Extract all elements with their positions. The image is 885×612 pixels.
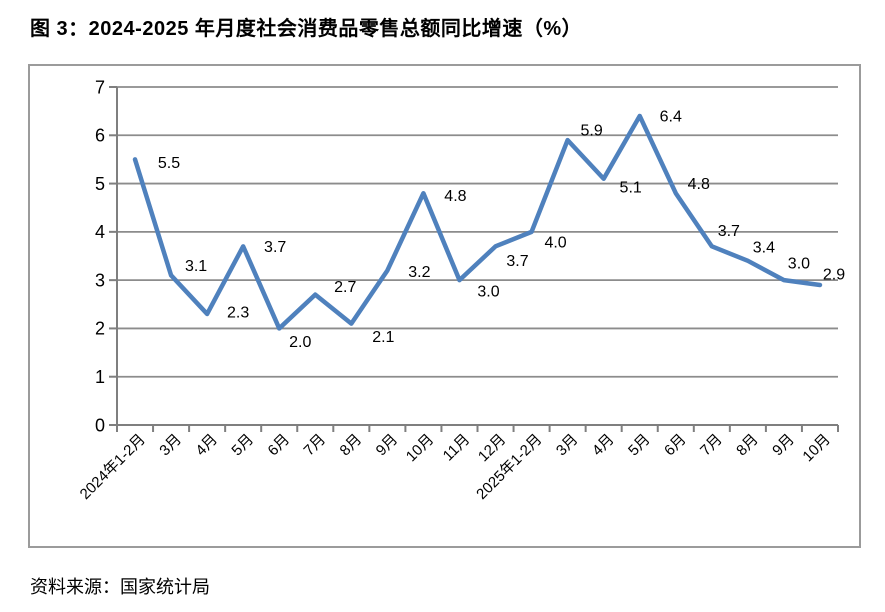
- data-label: 6.4: [660, 109, 682, 126]
- y-tick-label: 4: [95, 222, 105, 242]
- line-chart: 0 1 2 3 4 5 6 7 2024年1-2月 3月 4月 5月 6月 7月 8月 9月 10月 11月 12月…: [77, 77, 846, 503]
- chart-frame: 0 1 2 3 4 5 6 7 2024年1-2月 3月 4月 5月 6月 7月 8月 9月 10月 11月 12月…: [28, 64, 861, 548]
- data-label: 5.5: [158, 155, 180, 172]
- data-label: 2.7: [334, 279, 356, 296]
- x-tick-label: 4月: [192, 431, 221, 460]
- chart-title: 图 3：2024-2025 年月度社会消费品零售总额同比增速（%）: [30, 18, 583, 40]
- x-axis-ticks: [116, 425, 839, 432]
- x-axis-labels: 2024年1-2月 3月 4月 5月 6月 7月 8月 9月 10月 11月 12月2025年1-2…: [77, 431, 834, 503]
- y-tick-label: 6: [95, 126, 105, 146]
- data-label: 5.1: [620, 179, 642, 196]
- y-axis-labels: 0 1 2 3 4 5 6 7: [95, 77, 117, 435]
- x-tick-label: 8月: [733, 431, 762, 460]
- data-label: 3.2: [408, 264, 430, 281]
- x-tick-label: 10月: [799, 431, 833, 465]
- data-label: 2.9: [823, 267, 845, 284]
- y-tick-label: 3: [95, 270, 105, 290]
- x-tick-label: 7月: [697, 431, 726, 460]
- data-labels: 5.5 3.1 2.3 3.7 2.0 2.7 2.1 3.2 4.8 3.0 3.7 4.0 5.9 5…: [158, 109, 845, 351]
- x-tick-label: 6月: [265, 431, 294, 460]
- x-tick-label: 2024年1-2月: [77, 431, 149, 503]
- data-label: 3.7: [506, 253, 528, 270]
- x-tick-label: 5月: [228, 431, 257, 460]
- data-label: 4.8: [688, 176, 710, 193]
- x-tick-label: 10月: [403, 431, 437, 465]
- x-tick-label: 8月: [337, 431, 366, 460]
- data-label: 3.7: [264, 239, 286, 256]
- data-label: 4.8: [444, 188, 466, 205]
- x-tick-label: 5月: [625, 431, 654, 460]
- data-label: 2.3: [227, 305, 249, 322]
- series-line: [132, 113, 823, 331]
- data-label: 3.4: [753, 239, 775, 256]
- x-tick-label: 9月: [769, 431, 798, 460]
- data-label: 5.9: [581, 123, 603, 140]
- data-label: 4.0: [544, 234, 566, 251]
- data-label: 2.0: [289, 334, 311, 351]
- data-label: 3.0: [788, 256, 810, 273]
- y-tick-label: 1: [95, 367, 105, 387]
- x-tick-label: 9月: [373, 431, 402, 460]
- y-tick-label: 0: [95, 415, 105, 435]
- source-note: 资料来源：国家统计局: [30, 577, 210, 597]
- x-tick-label: 3月: [553, 431, 582, 460]
- data-label: 3.7: [718, 223, 740, 240]
- x-tick-label: 7月: [301, 431, 330, 460]
- data-label: 3.1: [185, 258, 207, 275]
- y-tick-label: 7: [95, 77, 105, 97]
- x-tick-label: 4月: [589, 431, 618, 460]
- y-tick-label: 5: [95, 174, 105, 194]
- data-label: 3.0: [477, 284, 499, 301]
- x-tick-label: 3月: [156, 431, 185, 460]
- y-tick-label: 2: [95, 319, 105, 339]
- x-tick-label: 6月: [661, 431, 690, 460]
- data-label: 2.1: [372, 329, 394, 346]
- gridlines: [117, 86, 838, 378]
- x-tick-label: 2025年1-2月: [473, 431, 545, 503]
- x-tick-label: 11月: [440, 431, 474, 465]
